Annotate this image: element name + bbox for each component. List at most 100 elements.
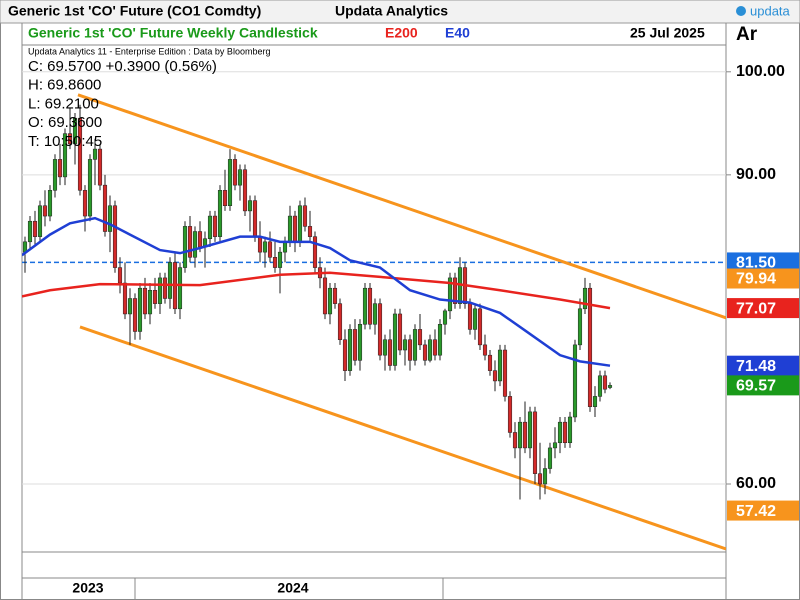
candle-body (237, 169, 243, 186)
candle-body (342, 339, 348, 371)
candle-body (487, 354, 493, 371)
candle-body (497, 349, 503, 382)
candle-body (37, 205, 43, 237)
candle-body (422, 344, 428, 361)
candle-body (117, 267, 123, 284)
candle-body (297, 205, 303, 243)
candle-body (377, 303, 383, 356)
candle-body (362, 287, 368, 325)
info-line: T: 10:50:45 (28, 133, 102, 150)
chart-title: Generic 1st 'CO' Future Weekly Candlesti… (28, 25, 318, 41)
candle-body (542, 468, 548, 485)
candle-body (302, 205, 308, 227)
candle-body (97, 148, 103, 186)
candle-body (527, 411, 533, 449)
candle-body (477, 308, 483, 346)
candle-body (197, 231, 203, 248)
candle-body (107, 205, 113, 232)
candle-body (577, 308, 583, 346)
candle-body (552, 442, 558, 449)
price-label-box (727, 500, 799, 521)
candle-body (152, 290, 158, 304)
y-tick-label: 90.00 (736, 166, 776, 183)
candle-body (447, 277, 453, 312)
candle-body (167, 262, 173, 299)
candle-body (347, 329, 353, 371)
candle-body (547, 447, 553, 469)
candle-body (72, 117, 78, 145)
candle-body (92, 148, 98, 160)
candle-body (602, 375, 608, 390)
candle-body (592, 396, 598, 407)
candle-body (507, 396, 513, 433)
candle-body (352, 329, 358, 361)
candle-body (597, 375, 603, 397)
candle-body (442, 310, 448, 325)
price-label-box (727, 268, 799, 289)
x-tick-label: 2024 (277, 580, 308, 596)
candle-body (247, 200, 253, 212)
candle-body (287, 215, 293, 243)
candle-body (212, 215, 218, 237)
candle-body (102, 184, 108, 232)
info-line: L: 69.2100 (28, 95, 99, 112)
header-bar (0, 0, 800, 24)
candle-body (132, 298, 138, 332)
candle-body (402, 339, 408, 351)
candle-body (512, 432, 518, 449)
candle-body (277, 251, 283, 268)
candle-body (312, 236, 318, 268)
candle-body (387, 339, 393, 366)
y-tick-label: 60.00 (736, 475, 776, 492)
plot (22, 71, 726, 551)
info-line: C: 69.5700 +0.3900 (0.56%) (28, 58, 217, 75)
candle-body (532, 411, 538, 474)
info-line: H: 69.8600 (28, 77, 101, 94)
candle-body (332, 287, 338, 304)
candle-body (452, 277, 458, 304)
candle-body (307, 226, 313, 237)
legend-entry: E40 (445, 25, 470, 41)
candle-body (367, 287, 373, 325)
candle-body (177, 267, 183, 310)
candle-body (232, 159, 238, 186)
candle-body (217, 190, 223, 237)
candle-body (57, 159, 63, 178)
candle-body (372, 303, 378, 325)
candle-body (42, 205, 48, 217)
header-title: Generic 1st 'CO' Future (CO1 Comdty) (8, 3, 261, 19)
candle-body (272, 257, 278, 268)
info-line: O: 69.3600 (28, 114, 102, 131)
logo: updata (750, 3, 791, 18)
candle-body (222, 190, 228, 207)
candle-body (122, 282, 128, 315)
candle-body (607, 385, 613, 388)
candle-body (162, 277, 168, 299)
y-tick-label: 100.00 (736, 63, 785, 80)
candle-body (537, 473, 543, 485)
candle-body (32, 220, 38, 237)
candle-body (87, 159, 93, 217)
candle-body (392, 313, 398, 366)
candle-body (492, 370, 498, 382)
candle-body (582, 287, 588, 310)
candle-body (357, 324, 363, 361)
candle-body (417, 329, 423, 346)
ema-line (22, 271, 611, 310)
candle-body (257, 236, 263, 253)
candle-body (147, 290, 153, 315)
candle-body (207, 215, 213, 239)
price-label-box (727, 298, 799, 319)
candle-body (82, 190, 88, 217)
candle-body (502, 349, 508, 397)
price-label-box (727, 375, 799, 396)
candle-body (192, 231, 198, 258)
price-label: 69.57 (736, 378, 776, 395)
axis-title: Ar (736, 24, 758, 45)
candle-body (407, 339, 413, 361)
candle-body (427, 339, 433, 361)
price-label: 71.48 (736, 358, 776, 375)
candle-body (437, 324, 443, 356)
